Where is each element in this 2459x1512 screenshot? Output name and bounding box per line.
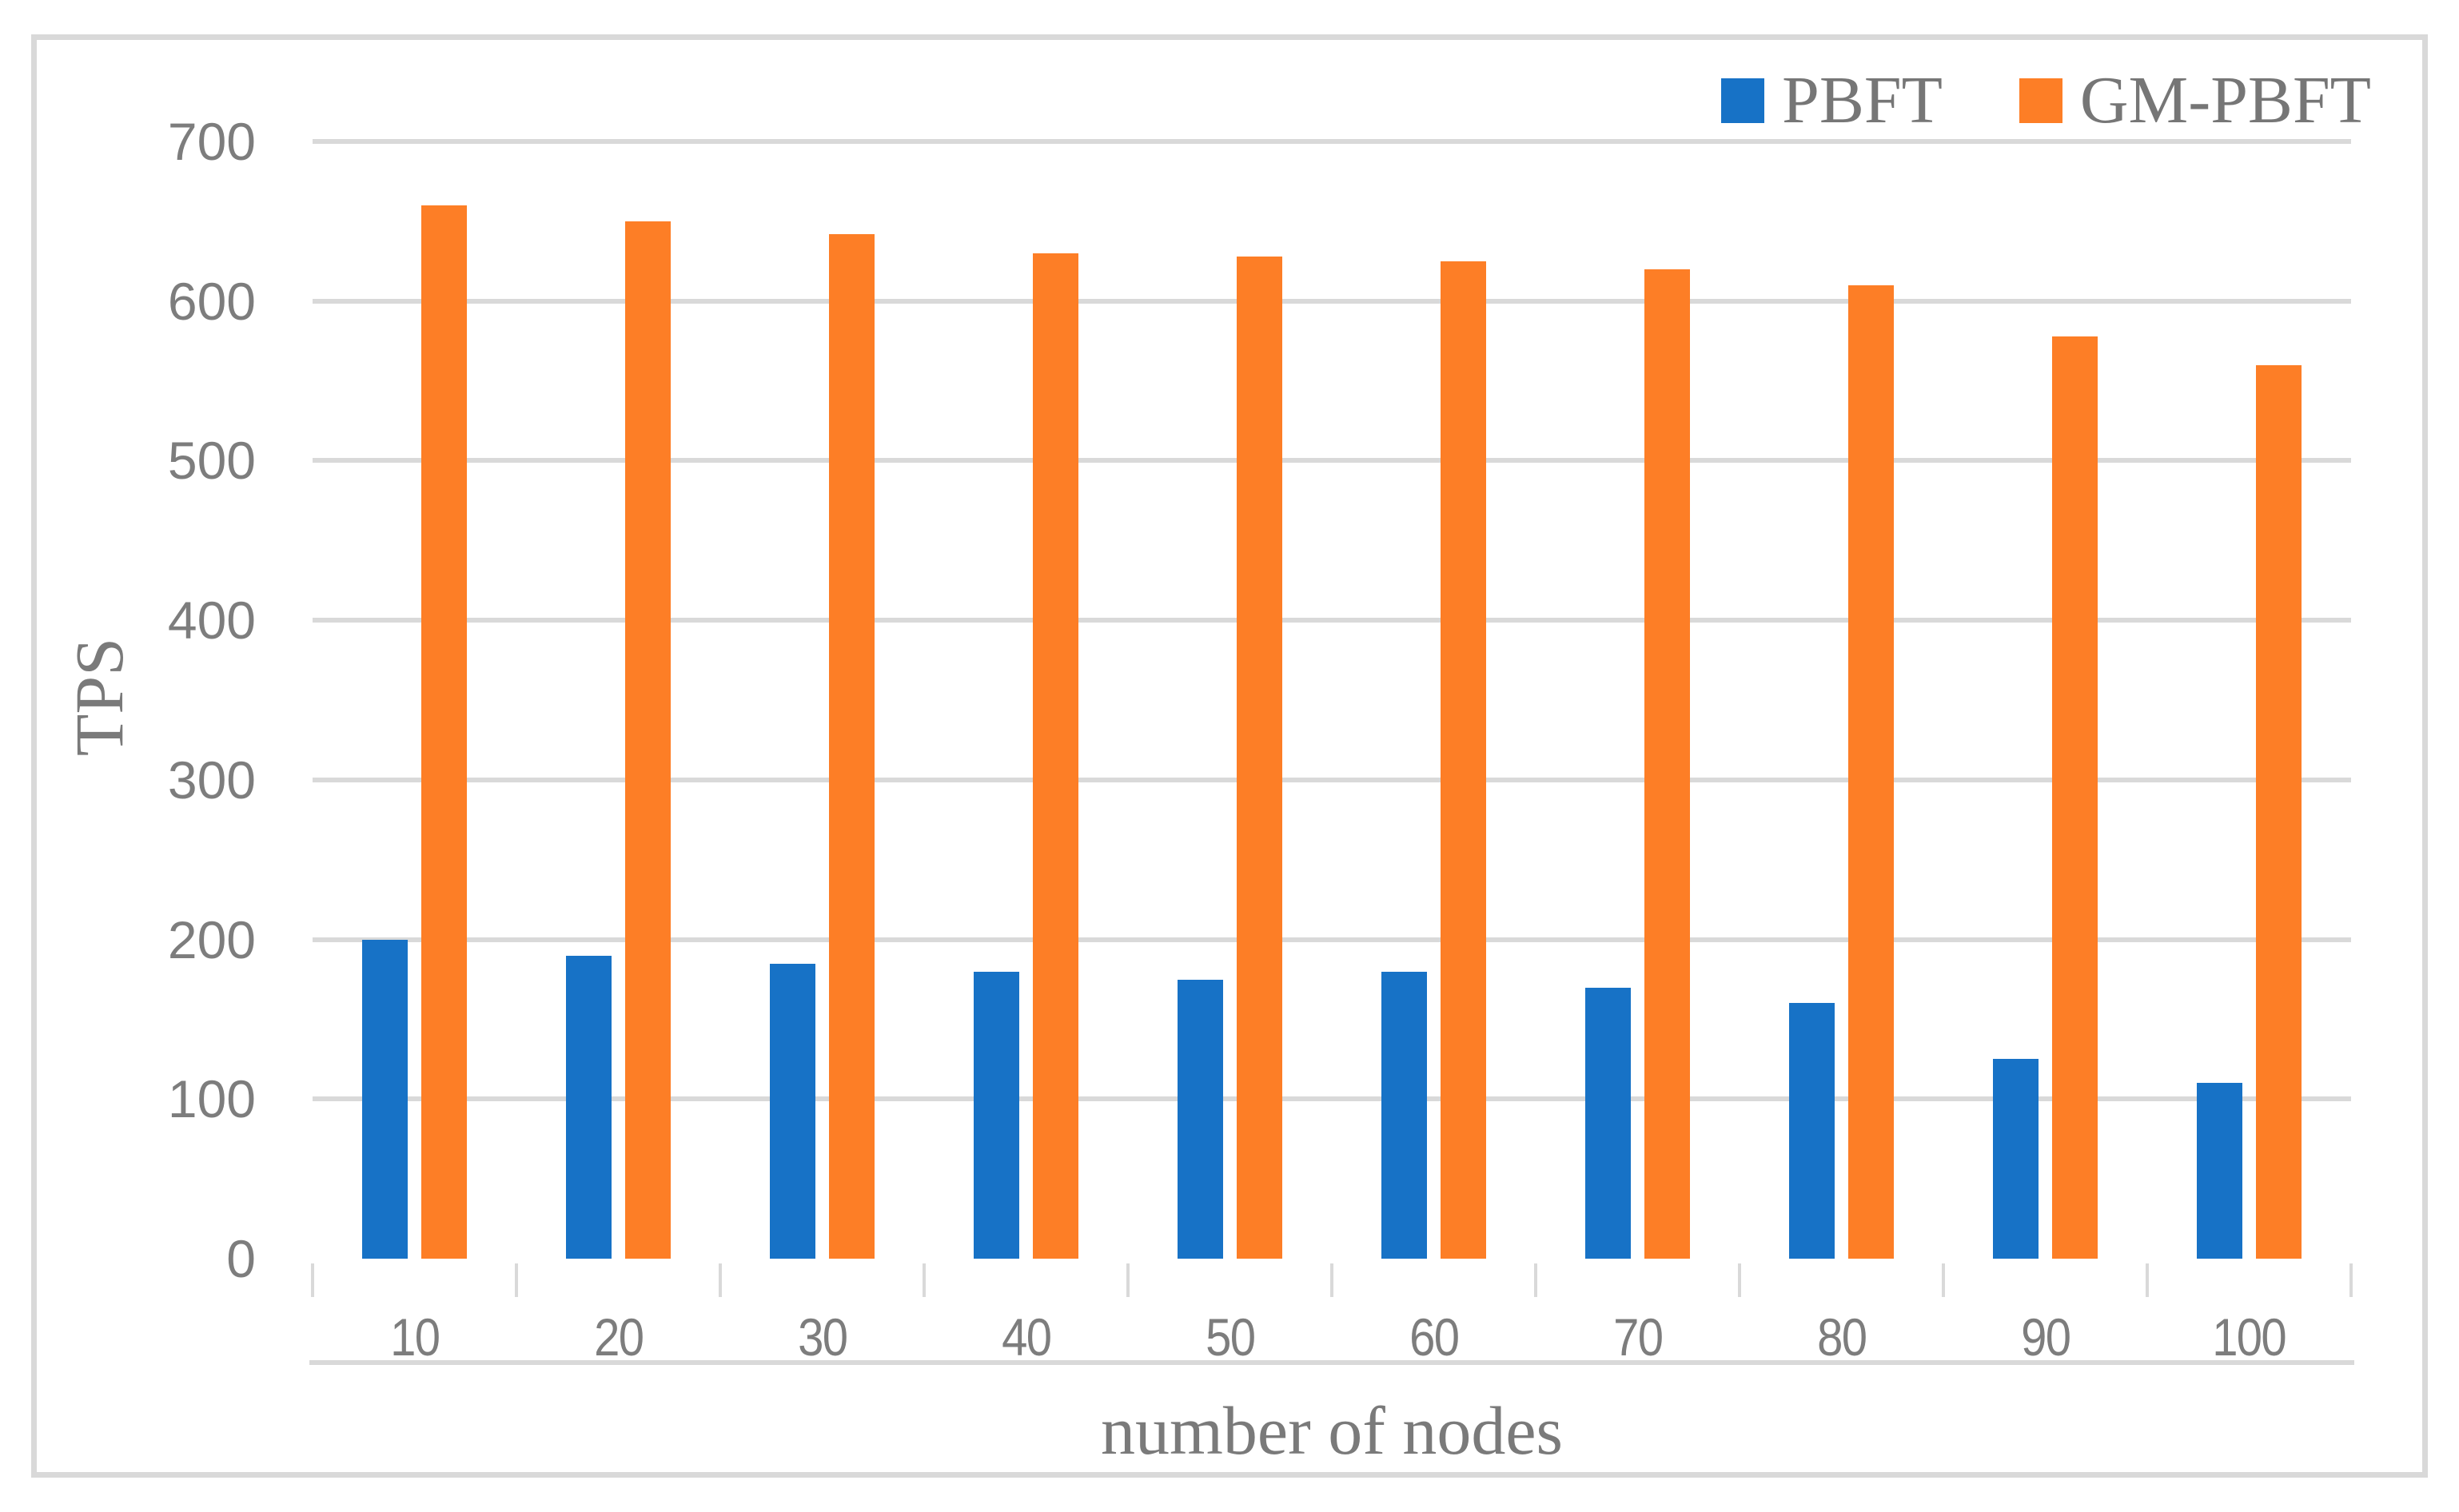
- y-tick-label-600: 600: [167, 271, 256, 331]
- x-tick-label-10: 10: [327, 1309, 503, 1365]
- gridline-100: [313, 1096, 2351, 1102]
- x-tick-text: 80: [1816, 1307, 1867, 1367]
- bar-pbft-30: [770, 963, 815, 1259]
- bar-gm-pbft-30: [829, 233, 875, 1259]
- bar-pbft-60: [1381, 971, 1427, 1259]
- y-tick-label-500: 500: [167, 431, 256, 491]
- gm-pbft-swatch-icon: [2019, 78, 2062, 123]
- bar-gm-pbft-20: [625, 221, 671, 1259]
- bar-gm-pbft-90: [2052, 336, 2098, 1259]
- y-axis-title: TPS: [61, 637, 137, 757]
- x-tick-text: 90: [2020, 1307, 2071, 1367]
- x-axis-tick-4: [1126, 1263, 1130, 1297]
- y-tick-label-400: 400: [167, 591, 256, 651]
- bar-pbft-40: [974, 971, 1019, 1259]
- bar-pbft-100: [2197, 1083, 2242, 1259]
- x-tick-text: 100: [2212, 1307, 2287, 1367]
- x-axis-tick-8: [1942, 1263, 1945, 1297]
- x-axis-tick-6: [1534, 1263, 1537, 1297]
- legend: PBFT GM-PBFT: [1721, 63, 2371, 137]
- bar-gm-pbft-60: [1441, 261, 1486, 1259]
- bar-gm-pbft-100: [2256, 364, 2302, 1259]
- x-axis-tick-10: [2349, 1263, 2353, 1297]
- gridline-300: [313, 777, 2351, 782]
- plot-area: [309, 139, 2354, 1365]
- x-axis-tick-3: [923, 1263, 926, 1297]
- x-axis-tick-1: [515, 1263, 518, 1297]
- bar-gm-pbft-50: [1237, 256, 1282, 1259]
- x-tick-text: 60: [1409, 1307, 1460, 1367]
- x-tick-text: 30: [797, 1307, 848, 1367]
- gridline-700: [313, 139, 2351, 144]
- x-tick-text: 10: [389, 1307, 440, 1367]
- x-tick-text: 50: [1205, 1307, 1256, 1367]
- x-tick-label-70: 70: [1550, 1309, 1726, 1365]
- bar-gm-pbft-10: [421, 205, 467, 1259]
- y-tick-label-200: 200: [167, 909, 256, 969]
- y-tick-label-0: 0: [226, 1229, 256, 1288]
- x-tick-label-60: 60: [1346, 1309, 1522, 1365]
- chart-frame: TPS number of nodes PBFT GM-PBFT 0 100 200…: [31, 34, 2428, 1478]
- gridline-500: [313, 458, 2351, 464]
- gridline-400: [313, 618, 2351, 623]
- bar-gm-pbft-40: [1033, 253, 1078, 1259]
- y-tick-label-300: 300: [167, 750, 256, 810]
- legend-item-pbft: PBFT: [1721, 63, 1943, 137]
- bar-pbft-20: [566, 955, 612, 1259]
- legend-item-gm-pbft: GM-PBFT: [2019, 63, 2371, 137]
- y-tick-label-100: 100: [167, 1069, 256, 1129]
- x-axis-title: number of nodes: [1101, 1392, 1563, 1469]
- bar-pbft-70: [1585, 987, 1631, 1259]
- x-tick-label-50: 50: [1142, 1309, 1318, 1365]
- bar-pbft-80: [1789, 1003, 1835, 1259]
- x-axis-tick-2: [719, 1263, 722, 1297]
- gridline-200: [313, 937, 2351, 942]
- x-tick-label-90: 90: [1958, 1309, 2134, 1365]
- y-tick-label-700: 700: [167, 112, 256, 171]
- x-tick-label-30: 30: [735, 1309, 911, 1365]
- x-axis-tick-5: [1330, 1263, 1333, 1297]
- x-tick-label-80: 80: [1754, 1309, 1930, 1365]
- x-tick-label-20: 20: [531, 1309, 707, 1365]
- bar-pbft-10: [362, 939, 408, 1259]
- x-tick-text: 40: [1001, 1307, 1052, 1367]
- bar-pbft-90: [1993, 1059, 2039, 1259]
- bar-gm-pbft-80: [1848, 284, 1894, 1259]
- bar-gm-pbft-70: [1644, 269, 1690, 1259]
- x-tick-label-100: 100: [2162, 1309, 2337, 1365]
- x-tick-label-40: 40: [939, 1309, 1114, 1365]
- x-axis-tick-7: [1738, 1263, 1741, 1297]
- legend-label-gm-pbft: GM-PBFT: [2079, 63, 2371, 137]
- bar-pbft-50: [1178, 979, 1223, 1259]
- x-axis-line: [309, 1360, 2354, 1365]
- pbft-swatch-icon: [1721, 78, 1765, 123]
- gridline-600: [313, 298, 2351, 304]
- x-axis-tick-0: [311, 1263, 314, 1297]
- x-tick-text: 70: [1612, 1307, 1664, 1367]
- x-axis-tick-9: [2146, 1263, 2149, 1297]
- legend-label-pbft: PBFT: [1782, 63, 1943, 137]
- x-tick-text: 20: [593, 1307, 644, 1367]
